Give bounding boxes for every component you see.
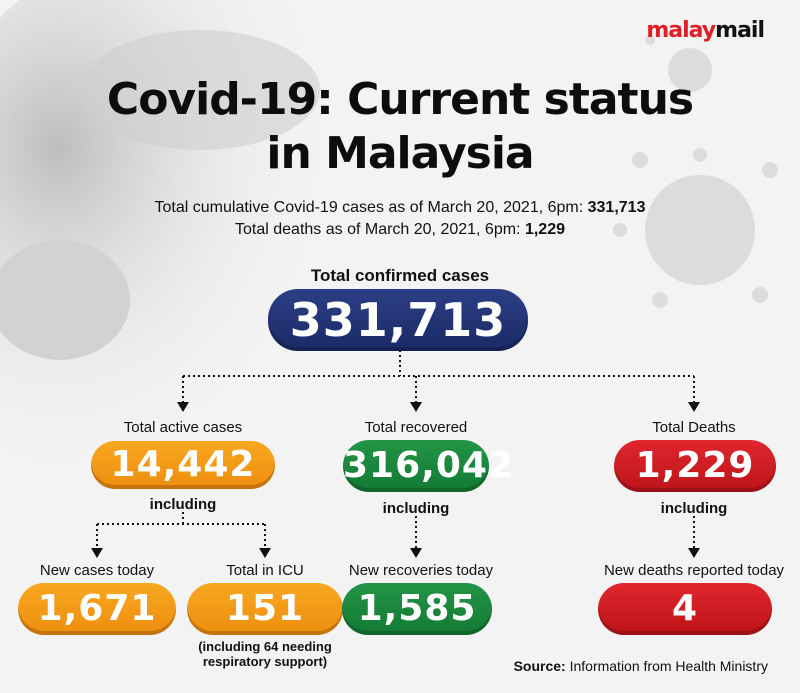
icu-label: Total in ICU	[226, 562, 304, 579]
page-title-line-1: Covid-19: Current status	[106, 74, 694, 125]
total-confirmed-value: 331,713	[268, 289, 528, 351]
deaths-including-label: including	[660, 500, 728, 517]
new-cases-label: New cases today	[39, 562, 155, 579]
subtitle-deaths: Total deaths as of March 20, 2021, 6pm: …	[235, 221, 565, 238]
page-title-line-2: in Malaysia	[266, 128, 534, 179]
icu-value: 151	[187, 583, 343, 635]
deaths-value: 1,229	[614, 440, 776, 492]
brand-logo: malaymail	[646, 18, 765, 43]
deaths-label: Total Deaths	[652, 419, 736, 436]
new-deaths-label: New deaths reported today	[603, 562, 785, 579]
total-confirmed-label: Total confirmed cases	[310, 266, 490, 285]
recovered-label: Total recovered	[364, 419, 468, 436]
icu-note: (including 64 needing respiratory support…	[198, 639, 332, 669]
new-recoveries-value: 1,585	[342, 583, 492, 635]
recovered-value: 316,042	[343, 440, 513, 492]
active-cases-label: Total active cases	[123, 419, 243, 436]
new-recoveries-label: New recoveries today	[348, 562, 494, 579]
recovered-including-label: including	[382, 500, 450, 517]
new-cases-value: 1,671	[18, 583, 176, 635]
virus-icon	[613, 35, 778, 308]
subtitle-cases: Total cumulative Covid-19 cases as of Ma…	[154, 199, 646, 216]
active-including-label: including	[149, 496, 217, 513]
source-note: Source: Information from Health Ministry	[513, 658, 768, 674]
active-cases-value: 14,442	[91, 441, 275, 489]
new-deaths-value: 4	[598, 583, 772, 635]
